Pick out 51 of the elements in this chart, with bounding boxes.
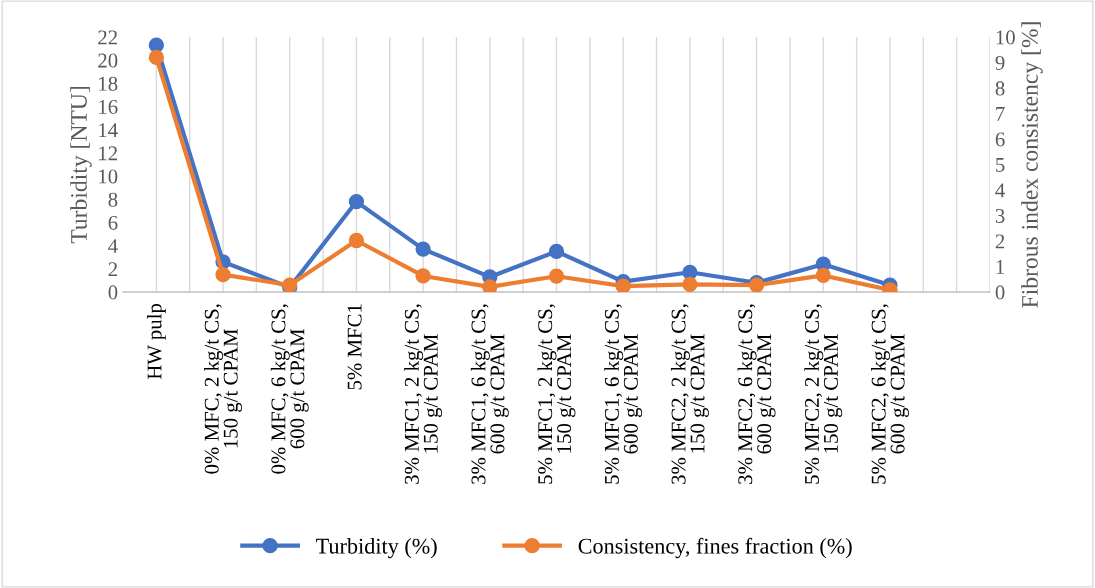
- point: [615, 278, 631, 292]
- x-tick-label: 5% MFC2, 2 kg/t CS, 150 g/t CPAM: [804, 304, 843, 484]
- legend-label: Turbidity (%): [316, 538, 437, 559]
- point: [348, 232, 365, 249]
- x-tick-label: 3% MFC1, 6 kg/t CS, 600 g/t CPAM: [470, 304, 509, 484]
- y2-tick-label: 0: [995, 285, 1005, 300]
- y-tick-label: 12: [99, 146, 117, 161]
- y-tick-label: 8: [108, 192, 118, 207]
- y2-tick-label: 2: [995, 234, 1005, 249]
- point: [548, 243, 565, 260]
- y2-tick-label: 4: [995, 183, 1005, 198]
- x-tick-label: HW pulp: [146, 303, 166, 380]
- y-tick-label: 4: [108, 239, 118, 253]
- y-axis-title: Turbidity [NTU]: [70, 86, 92, 244]
- y-tick-label: 16: [99, 99, 118, 114]
- legend-label: Consistency, fines fraction (%): [578, 537, 852, 559]
- y-tick-label: 22: [98, 30, 117, 45]
- y-tick-label: 18: [99, 76, 118, 91]
- x-tick-label: 3% MFC2, 6 kg/t CS, 600 g/t CPAM: [737, 304, 776, 484]
- y-tick-label: 0: [108, 285, 118, 300]
- x-tick-label: 5% MFC1, 6 kg/t CS, 600 g/t CPAM: [604, 304, 643, 484]
- point: [415, 241, 431, 257]
- point: [548, 268, 565, 284]
- y2-tick-label: 10: [996, 30, 1015, 45]
- y-tick-label: 20: [98, 53, 118, 68]
- point: [348, 193, 365, 210]
- point: [415, 268, 431, 284]
- x-tick-label: 0% MFC, 2 kg/t CS, 150 g/t CPAM: [204, 304, 242, 474]
- x-tick-label: 3% MFC1, 2 kg/t CS, 150 g/t CPAM: [404, 304, 443, 484]
- y2-tick-label: 1: [996, 259, 1005, 274]
- y2-tick-label: 8: [995, 81, 1005, 96]
- point: [682, 276, 698, 292]
- point: [215, 267, 231, 283]
- x-tick-label: 5% MFC1: [347, 304, 362, 390]
- y-tick-label: 14: [99, 123, 118, 137]
- point: [815, 267, 831, 284]
- y2-tick-label: 3: [995, 208, 1005, 223]
- y-tick-label: 2: [108, 262, 117, 277]
- y-tick-label: 10: [99, 169, 118, 184]
- x-tick-label: 3% MFC2, 2 kg/t CS, 150 g/t CPAM: [670, 304, 709, 484]
- y2-tick-label: 7: [996, 107, 1005, 121]
- x-tick-label: 0% MFC, 6 kg/t CS, 600 g/t CPAM: [270, 304, 309, 474]
- y2-tick-label: 6: [995, 132, 1005, 147]
- y2-axis-title: Fibrous index consistency [%]: [1021, 22, 1043, 308]
- y-tick-label: 6: [108, 215, 118, 230]
- y2-tick-label: 5: [996, 158, 1005, 172]
- x-tick-label: 5% MFC1, 2 kg/t CS, 150 g/t CPAM: [537, 304, 576, 484]
- y2-tick-label: 9: [995, 55, 1005, 70]
- point: [148, 49, 164, 66]
- point: [482, 279, 498, 292]
- x-tick-label: 5% MFC2, 6 kg/t CS, 600 g/t CPAM: [871, 304, 909, 484]
